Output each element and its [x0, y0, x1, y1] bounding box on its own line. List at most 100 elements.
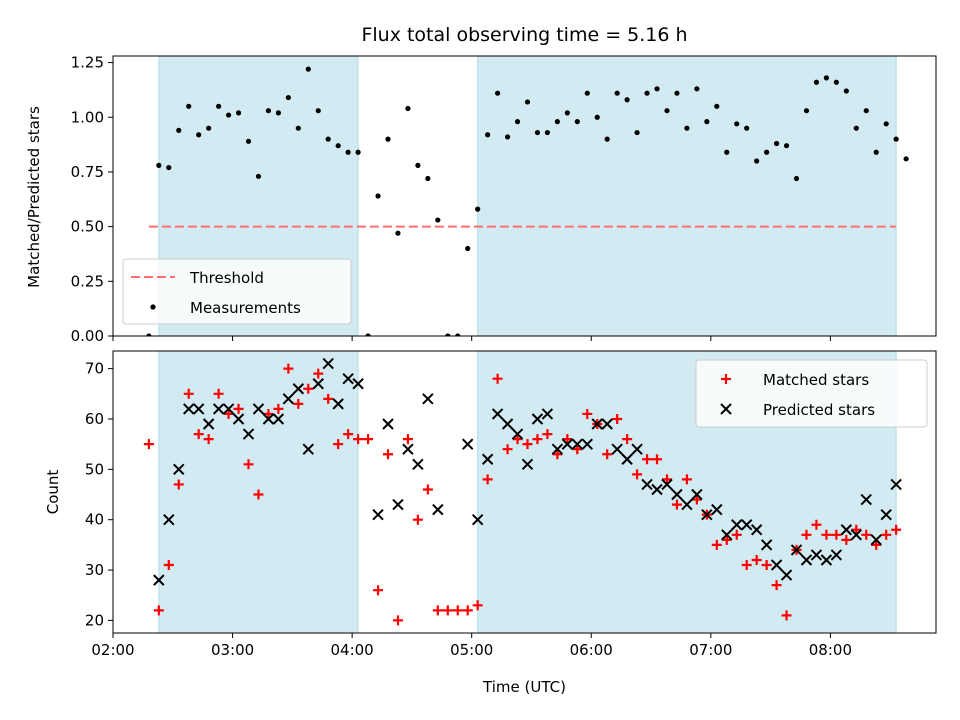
predicted-star-point — [661, 478, 673, 491]
measurement-point — [166, 164, 172, 171]
matched-star-point — [761, 560, 772, 571]
measurement-point — [295, 125, 301, 131]
predicted-star-point — [720, 403, 732, 415]
predicted-star-point — [830, 549, 843, 561]
y-tick-label: 50 — [85, 460, 104, 478]
matched-star-point — [402, 434, 413, 445]
predicted-star-point — [561, 438, 574, 450]
matched-star-point — [841, 534, 852, 545]
measurement-point — [554, 119, 560, 125]
predicted-star-point — [412, 458, 424, 471]
matched-star-point — [462, 605, 473, 616]
measurement-point — [225, 112, 232, 118]
matched-star-point — [572, 444, 583, 455]
matched-star-point — [721, 374, 731, 384]
y-tick-label: 30 — [85, 561, 104, 579]
predicted-stars-series — [153, 357, 902, 586]
predicted-star-point — [192, 403, 205, 415]
matched-star-point — [811, 519, 822, 530]
predicted-star-point — [850, 529, 862, 541]
measurement-point — [843, 88, 849, 94]
measurement-point — [694, 86, 700, 92]
predicted-star-point — [750, 524, 763, 536]
matched-star-point — [831, 529, 842, 540]
matched-star-point — [143, 439, 154, 450]
predicted-star-point — [292, 383, 305, 395]
matched-star-point — [422, 484, 433, 495]
matched-star-point — [652, 454, 663, 465]
measurement-point — [365, 333, 371, 336]
measurement-point — [315, 108, 321, 114]
predicted-star-point — [631, 443, 643, 455]
legend-threshold-label: Threshold — [189, 269, 264, 287]
predicted-star-point — [252, 403, 265, 415]
matched-star-point — [173, 479, 184, 490]
top-y-axis-label: Matched/Predicted stars — [25, 106, 43, 288]
predicted-star-point — [691, 488, 703, 501]
matched-star-point — [721, 534, 732, 545]
predicted-star-point — [641, 478, 653, 491]
measurement-point — [275, 110, 281, 116]
matched-star-point — [602, 449, 613, 460]
measurement-point — [176, 127, 182, 133]
x-tick-label: 05:00 — [450, 641, 493, 659]
measurement-point — [325, 136, 331, 142]
measurement-point — [146, 333, 152, 336]
measurement-point — [355, 149, 361, 155]
matched-star-point — [353, 434, 364, 445]
measurement-point — [684, 125, 690, 131]
measurement-point — [783, 143, 790, 149]
measurement-point — [435, 217, 441, 223]
predicted-star-point — [581, 438, 593, 450]
bottom-legend: Matched stars Predicted stars — [695, 359, 928, 428]
matched-star-point — [333, 439, 344, 450]
measurement-point — [156, 162, 162, 168]
bottom-panel: 20 30 40 50 60 70 02:00 03:00 04:00 05:00 06:00 07:… — [85, 350, 937, 659]
measurement-point — [624, 97, 630, 103]
measurement-point — [265, 108, 272, 114]
predicted-star-point — [591, 418, 603, 430]
measurement-point — [445, 333, 451, 336]
predicted-star-point — [760, 539, 773, 551]
predicted-star-point — [571, 438, 584, 450]
matched-star-point — [502, 444, 513, 455]
measurement-point — [863, 108, 869, 114]
measurement-point — [255, 173, 262, 179]
matched-star-point — [233, 403, 244, 414]
predicted-star-point — [242, 428, 255, 440]
matched-star-point — [273, 403, 284, 414]
measurement-point — [803, 108, 810, 114]
matched-star-point — [263, 408, 274, 419]
matched-star-point — [153, 605, 164, 616]
predicted-star-point — [681, 498, 693, 511]
measurement-point — [724, 149, 730, 155]
matched-star-point — [392, 615, 403, 626]
matched-star-point — [193, 429, 204, 440]
predicted-star-point — [731, 519, 743, 531]
measurement-point — [594, 114, 600, 120]
predicted-star-point — [202, 418, 215, 430]
matched-star-point — [582, 408, 593, 419]
measurement-point — [873, 149, 879, 155]
measurement-point — [494, 90, 501, 96]
top-plot-frame — [112, 55, 937, 337]
matched-star-point — [293, 398, 304, 409]
predicted-star-point — [173, 463, 185, 476]
measurement-point — [714, 103, 720, 109]
x-tick-label: 04:00 — [331, 641, 374, 659]
predicted-star-point — [342, 372, 354, 385]
predicted-star-point — [153, 574, 165, 586]
measurement-point — [485, 132, 491, 138]
measurement-point — [754, 158, 760, 164]
predicted-star-point — [780, 569, 793, 581]
matched-star-point — [382, 449, 393, 460]
matched-star-point — [223, 408, 234, 419]
measurement-point — [744, 125, 750, 131]
measurement-point — [415, 162, 421, 168]
y-tick-label: 0.50 — [71, 218, 104, 236]
matched-star-point — [412, 514, 423, 525]
matched-star-point — [632, 469, 643, 480]
measurement-point — [883, 121, 889, 127]
predicted-star-point — [880, 508, 892, 521]
